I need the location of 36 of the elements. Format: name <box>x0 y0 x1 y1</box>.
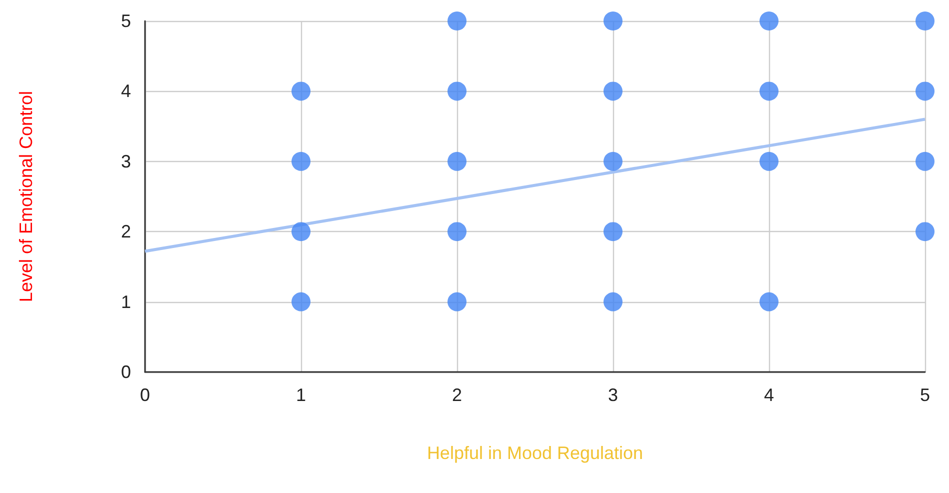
point <box>292 82 310 101</box>
point <box>292 292 310 312</box>
point <box>448 222 466 242</box>
y-tick-label: 0 <box>120 362 131 382</box>
y-tick-label: 3 <box>120 151 131 172</box>
x-tick-label: 2 <box>452 385 462 405</box>
x-tick-label: 4 <box>764 385 774 405</box>
point <box>604 12 622 30</box>
point <box>292 152 310 171</box>
point <box>292 222 310 242</box>
point <box>916 222 934 242</box>
y-tick-label: 2 <box>120 222 131 242</box>
x-tick-label: 0 <box>140 385 150 405</box>
point <box>604 222 622 242</box>
point <box>760 292 778 312</box>
point <box>760 12 778 30</box>
point <box>916 152 934 171</box>
point <box>760 82 778 101</box>
y-tick-label: 4 <box>120 81 131 102</box>
y-tick-label: 1 <box>120 292 131 312</box>
point <box>760 152 778 171</box>
y-tick-label: 5 <box>120 11 131 31</box>
x-tick-label: 3 <box>608 385 618 405</box>
point <box>916 12 934 30</box>
x-tick-label: 1 <box>296 385 306 405</box>
x-axis-title: Helpful in Mood Regulation <box>426 443 644 463</box>
y-axis-title: Level of Emotional Control <box>16 90 36 302</box>
point <box>448 82 466 101</box>
point <box>604 82 622 101</box>
point <box>604 152 622 171</box>
x-tick-label: 5 <box>920 385 930 405</box>
point <box>448 292 466 312</box>
point <box>916 82 934 101</box>
point <box>448 12 466 30</box>
point <box>448 152 466 171</box>
point <box>604 292 622 312</box>
